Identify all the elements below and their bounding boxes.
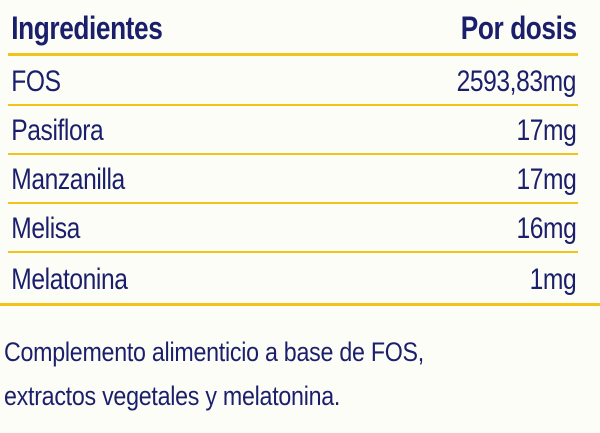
ingredient-dose: 17mg	[516, 163, 577, 196]
ingredient-name: Manzanilla	[11, 163, 125, 196]
ingredient-dose: 1mg	[529, 263, 577, 296]
ingredient-name: Pasiflora	[11, 114, 104, 147]
ingredient-name: FOS	[11, 65, 61, 98]
table-header: Ingredientes Por dosis	[8, 4, 578, 56]
table-row-fos: FOS 2593,83mg	[8, 59, 578, 106]
table-row-pasiflora: Pasiflora 17mg	[8, 108, 578, 155]
table-row-melatonina: Melatonina 1mg	[8, 255, 578, 302]
ingredient-dose: 16mg	[516, 212, 577, 245]
dose-column-header: Por dosis	[460, 10, 577, 46]
description-line-1: Complemento alimenticio a base de FOS,	[4, 337, 424, 367]
description-line-2: extractos vegetales y melatonina.	[4, 381, 341, 411]
ingredient-dose: 2593,83mg	[456, 65, 577, 98]
ingredient-name: Melisa	[11, 212, 80, 245]
table-row-melisa: Melisa 16mg	[8, 206, 578, 253]
ingredient-name: Melatonina	[11, 263, 128, 296]
product-description: Complemento alimenticio a base de FOS, e…	[4, 330, 584, 418]
table-row-manzanilla: Manzanilla 17mg	[8, 157, 578, 204]
ingredient-dose: 17mg	[516, 114, 577, 147]
ingredients-column-header: Ingredientes	[11, 10, 163, 46]
ingredients-table: Ingredientes Por dosis FOS 2593,83mg Pas…	[0, 4, 600, 306]
